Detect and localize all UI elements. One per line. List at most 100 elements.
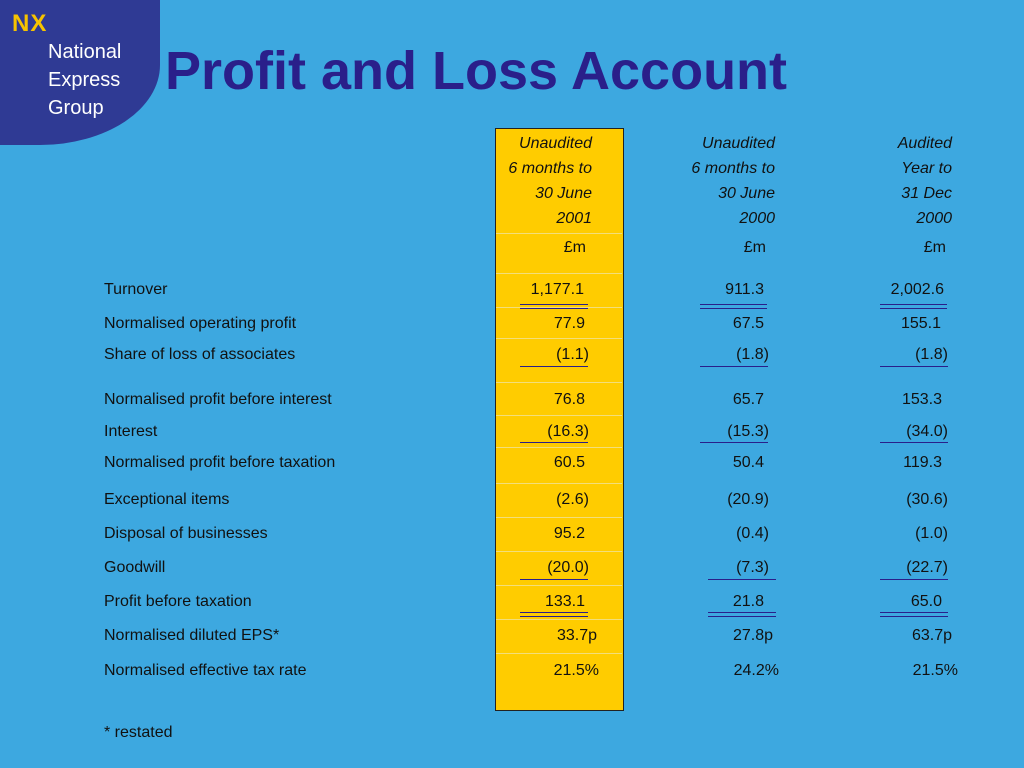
single-underline [700,442,768,443]
column-header-line: Audited [897,135,952,152]
column-header-h1-2001: Unaudited 6 months to 30 June 2001 [480,131,592,231]
separator [496,619,622,620]
separator [496,415,622,416]
value-cell: 911.3 [725,281,764,298]
value-cell: (22.7) [906,559,948,576]
value-cell: (2.6) [556,491,589,508]
double-underline [880,612,948,617]
value-cell: 21.5% [912,662,958,679]
column-header-fy-2000: Audited Year to 31 Dec 2000 [840,131,952,231]
value-cell: (15.3) [727,423,769,440]
value-cell: 60.5 [553,454,585,471]
column-header-line: 30 June [535,185,592,202]
value-cell: 76.8 [553,391,585,408]
column-header-line: 2000 [739,210,775,227]
value-cell: (34.0) [906,423,948,440]
row-label: Normalised operating profit [104,315,297,332]
separator [496,551,622,552]
value-cell: 27.8p [732,627,773,644]
column-header-line: Year to [901,160,952,177]
separator [496,517,622,518]
unit-label: £m [923,239,946,256]
value-cell: 33.7p [556,627,597,644]
double-underline [708,612,776,617]
row-label: Goodwill [104,559,166,576]
row-label: Interest [104,423,158,440]
row-label: Normalised profit before interest [104,391,332,408]
separator [496,447,622,448]
footnote: * restated [104,724,173,741]
value-cell: (20.9) [727,491,769,508]
single-underline [520,442,588,443]
value-cell: 133.1 [544,593,585,610]
row-label: Profit before taxation [104,593,252,610]
column-header-line: 2000 [916,210,952,227]
column-header-line: 6 months to [691,160,775,177]
separator [496,273,622,274]
value-cell: 63.7p [911,627,952,644]
column-header-line: 2001 [556,210,592,227]
double-underline [880,304,947,309]
row-label: Normalised profit before taxation [104,454,336,471]
single-underline [880,579,948,580]
current-period-highlight [495,128,624,711]
separator [496,338,622,339]
logo-line-2: Express [48,69,121,91]
column-header-h1-2000: Unaudited 6 months to 30 June 2000 [660,131,775,231]
separator [496,653,622,654]
double-underline [520,304,588,309]
value-cell: 50.4 [732,454,764,471]
value-cell: 65.7 [732,391,764,408]
logo-line-1: National [48,41,122,63]
value-cell: 155.1 [900,315,941,332]
value-cell: 119.3 [903,454,942,471]
logo-wordmark: National Express Group [48,38,121,122]
single-underline [708,579,776,580]
separator [496,233,622,234]
value-cell: 24.2% [733,662,779,679]
value-cell: 67.5 [732,315,764,332]
column-header-line: Unaudited [519,135,592,152]
column-header-line: 6 months to [508,160,592,177]
separator [496,307,622,308]
column-header-line: 30 June [718,185,775,202]
nx-logo-mark: NX [12,10,48,37]
value-cell: (1.1) [556,346,589,363]
row-label: Disposal of businesses [104,525,268,542]
value-cell: 21.5% [553,662,599,679]
value-cell: 21.8 [732,593,764,610]
double-underline [700,304,767,309]
separator [496,585,622,586]
logo-panel: NX National Express Group [0,0,160,145]
row-label: Exceptional items [104,491,230,508]
value-cell: (0.4) [736,525,769,542]
value-cell: 2,002.6 [890,281,944,298]
value-cell: 153.3 [901,391,942,408]
page-title: Profit and Loss Account [165,41,788,101]
value-cell: (16.3) [547,423,589,440]
value-cell: (1.8) [915,346,948,363]
column-header-line: 31 Dec [901,185,952,202]
value-cell: 65.0 [910,593,942,610]
value-cell: 1,177.1 [530,281,584,298]
value-cell: (20.0) [547,559,589,576]
separator [496,382,622,383]
row-label: Normalised diluted EPS* [104,627,280,644]
value-cell: 77.9 [553,315,585,332]
value-cell: 95.2 [553,525,585,542]
value-cell: (1.0) [915,525,948,542]
column-header-line: Unaudited [702,135,775,152]
row-label: Share of loss of associates [104,346,296,363]
single-underline [880,366,948,367]
value-cell: (30.6) [906,491,948,508]
single-underline [700,366,768,367]
separator [496,483,622,484]
single-underline [880,442,948,443]
value-cell: (7.3) [736,559,769,576]
row-label: Normalised effective tax rate [104,662,307,679]
unit-label: £m [563,239,586,256]
logo-line-3: Group [48,97,104,119]
unit-label: £m [743,239,766,256]
double-underline [520,612,588,617]
single-underline [520,579,588,580]
